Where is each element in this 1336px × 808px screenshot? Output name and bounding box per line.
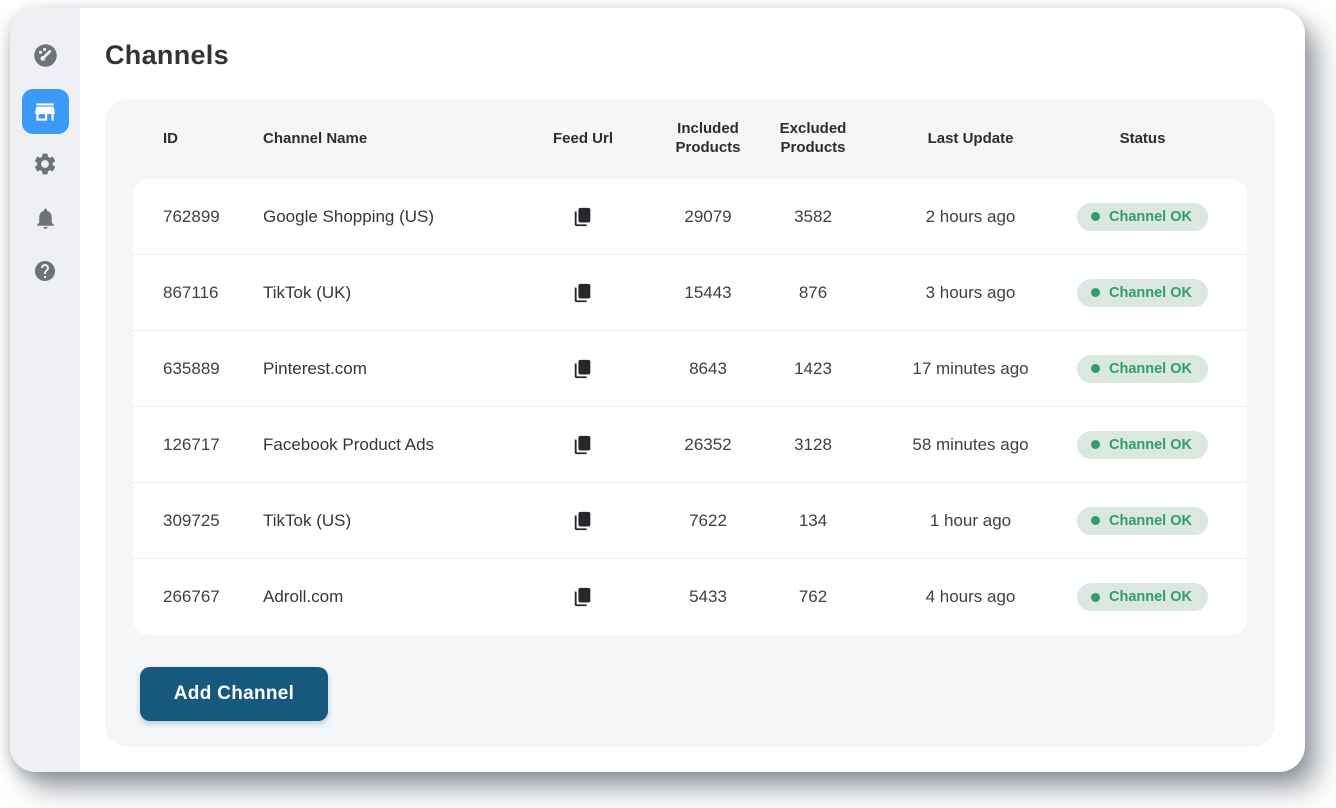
storefront-icon [35,102,55,121]
cell-id: 309725 [163,510,220,530]
status-dot-icon [1091,592,1100,602]
bell-icon [36,208,54,229]
sidebar-item-help[interactable] [31,257,59,285]
cell-included-products: 7622 [689,510,727,530]
table-row: 635889 Pinterest.com 8643 1423 17 minute… [133,331,1247,407]
cell-last-update: 4 hours ago [925,587,1016,606]
cell-included-products: 5433 [689,587,727,606]
column-header-excluded-products: Excluded Products [779,120,847,156]
cell-channel-name: TikTok (UK) [263,282,352,302]
channels-table-card: ID Channel Name Feed Url Included Produc… [105,99,1275,747]
status-dot-icon [1091,440,1100,449]
column-header-id: ID [163,129,178,147]
sidebar [10,8,80,772]
sidebar-item-settings[interactable] [31,150,59,178]
gauge-icon [33,43,57,67]
status-badge-label: Channel OK [1109,589,1192,605]
status-badge: Channel OK [1077,583,1208,611]
cell-last-update: 1 hour ago [929,510,1012,530]
status-badge: Channel OK [1077,506,1208,535]
app-window: Channels ID Channel Name Feed Url Includ… [10,8,1305,772]
copy-icon [574,207,591,226]
cell-channel-name: Adroll.com [263,587,344,606]
gear-icon [34,153,56,175]
cell-excluded-products: 762 [798,587,828,606]
cell-excluded-products: 3128 [794,434,832,454]
help-icon [35,261,55,281]
table-header: ID Channel Name Feed Url Included Produc… [133,99,1247,179]
cell-status: Channel OK [1068,202,1217,231]
status-badge-label: Channel OK [1109,512,1192,529]
cell-id: 867116 [163,282,219,302]
feed-url-copy-button[interactable] [503,434,663,456]
copy-icon [574,435,591,454]
status-badge: Channel OK [1077,278,1208,307]
sidebar-item-channels[interactable] [21,89,69,134]
cell-included-products: 15443 [684,282,732,302]
sidebar-item-notifications[interactable] [31,204,59,232]
column-header-feed-url: Feed Url [552,129,613,147]
column-header-channel-name: Channel Name [263,129,368,147]
cell-id: 266767 [163,587,220,606]
copy-icon [574,359,591,378]
cell-included-products: 8643 [689,358,727,378]
add-channel-button[interactable]: Add Channel [140,667,328,721]
feed-url-copy-button[interactable] [503,358,663,380]
cell-id: 762899 [163,206,220,226]
cell-excluded-products: 1423 [794,358,832,378]
status-badge: Channel OK [1077,430,1208,459]
table-body: 762899 Google Shopping (US) 29079 3582 2… [133,179,1247,635]
cell-status: Channel OK [1068,354,1217,383]
status-badge-label: Channel OK [1109,360,1192,377]
table-row: 126717 Facebook Product Ads 26352 3128 5… [133,407,1247,483]
cell-excluded-products: 3582 [794,206,832,226]
cell-excluded-products: 134 [798,510,828,530]
copy-icon [574,511,591,530]
main-content: Channels ID Channel Name Feed Url Includ… [80,8,1305,772]
copy-icon [574,283,591,302]
page-title: Channels [105,40,229,70]
cell-id: 635889 [163,358,220,378]
status-badge-label: Channel OK [1109,284,1192,301]
cell-included-products: 29079 [684,206,732,226]
status-badge-label: Channel OK [1109,436,1192,453]
cell-channel-name: TikTok (US) [263,510,352,530]
cell-excluded-products: 876 [798,282,828,302]
sidebar-item-dashboard[interactable] [31,41,59,69]
column-header-status: Status [1119,129,1166,147]
cell-channel-name: Google Shopping (US) [263,206,435,226]
cell-last-update: 58 minutes ago [912,434,1029,454]
status-dot-icon [1091,516,1100,525]
cell-last-update: 3 hours ago [925,282,1016,302]
table-row: 762899 Google Shopping (US) 29079 3582 2… [133,179,1247,255]
status-dot-icon [1091,364,1100,373]
cell-status: Channel OK [1068,583,1217,611]
feed-url-copy-button[interactable] [503,510,663,532]
copy-icon [574,587,591,607]
column-header-included-products: Included Products [675,120,741,156]
feed-url-copy-button[interactable] [503,206,663,228]
status-badge: Channel OK [1077,202,1208,231]
feed-url-copy-button[interactable] [503,586,663,608]
cell-status: Channel OK [1068,278,1217,307]
cell-status: Channel OK [1068,430,1217,459]
cell-channel-name: Facebook Product Ads [263,434,435,454]
cell-status: Channel OK [1068,506,1217,535]
cell-last-update: 2 hours ago [925,206,1016,226]
cell-id: 126717 [163,434,220,454]
cell-last-update: 17 minutes ago [912,358,1029,378]
status-badge: Channel OK [1077,354,1208,383]
status-badge-label: Channel OK [1109,208,1192,225]
column-header-last-update: Last Update [927,129,1014,147]
feed-url-copy-button[interactable] [503,282,663,304]
cell-channel-name: Pinterest.com [263,358,367,378]
table-row: 309725 TikTok (US) 7622 134 1 hour ago C… [133,483,1247,559]
status-dot-icon [1091,288,1100,297]
table-row: 867116 TikTok (UK) 15443 876 3 hours ago… [133,255,1247,331]
status-dot-icon [1091,212,1100,221]
cell-included-products: 26352 [684,434,732,454]
table-row: 266767 Adroll.com 5433 762 4 hours ago C… [133,559,1247,635]
